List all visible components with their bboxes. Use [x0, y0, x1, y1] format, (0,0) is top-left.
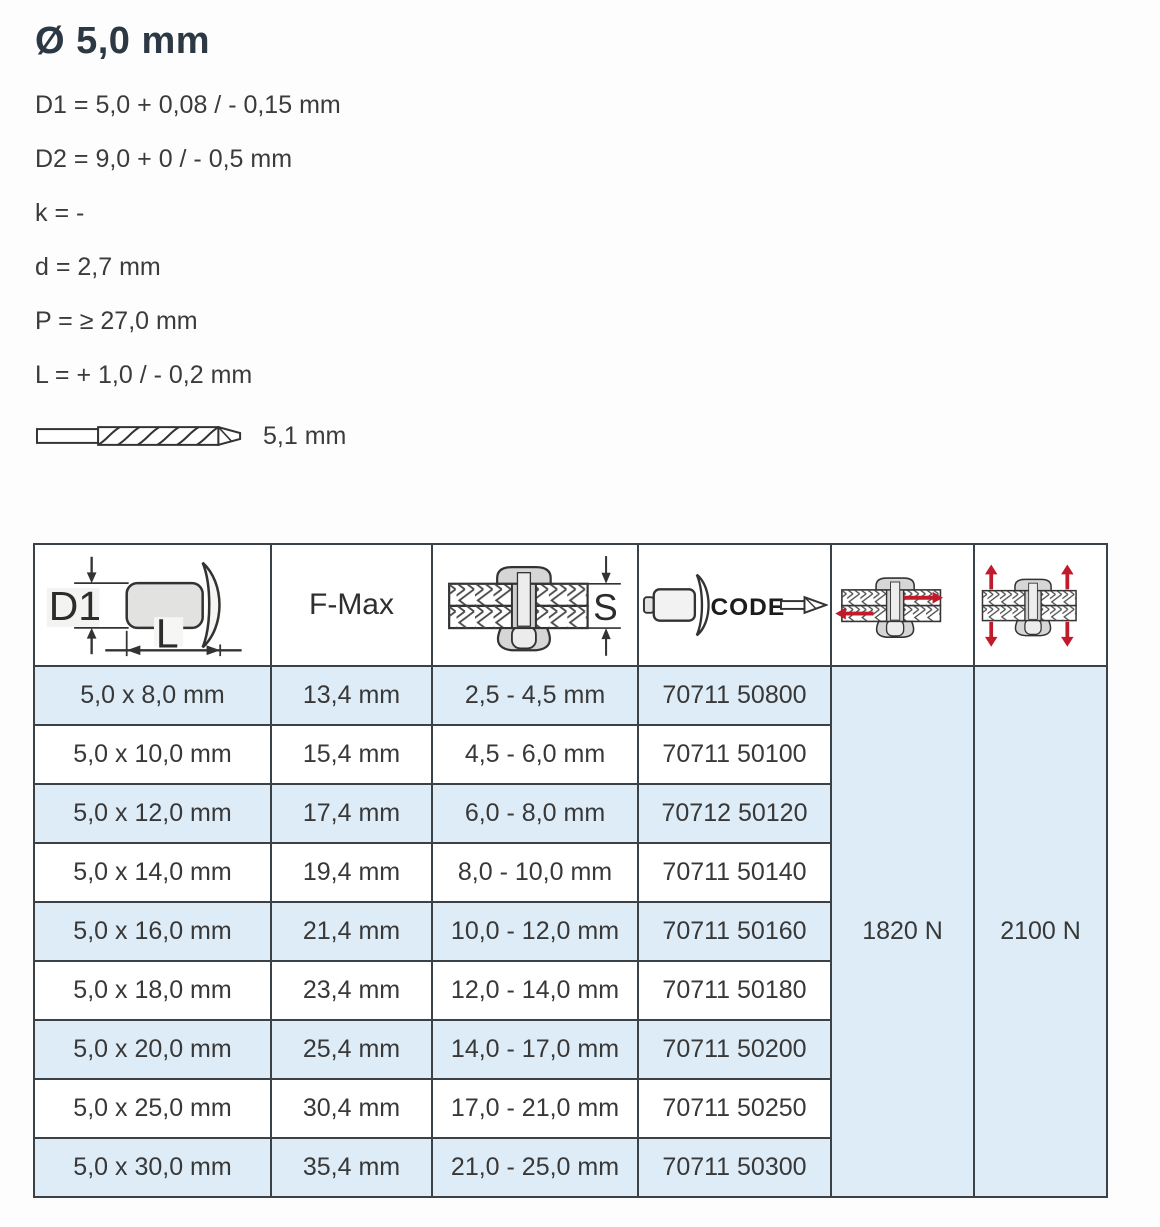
grip-cell: 14,0 - 17,0 mm	[431, 1019, 639, 1080]
fmax-cell: 13,4 mm	[270, 665, 433, 726]
table-row: 5,0 x 14,0 mm 19,4 mm 8,0 - 10,0 mm 7071…	[33, 842, 1107, 903]
grip-cell: 17,0 - 21,0 mm	[431, 1078, 639, 1139]
table-header-row: D1 L	[33, 543, 1108, 667]
tensile-strength-cell: 2100 N	[973, 665, 1108, 1198]
code-cell: 70711 50180	[637, 960, 832, 1021]
code-header-label: CODE	[710, 594, 785, 621]
table-row: 5,0 x 16,0 mm 21,4 mm 10,0 - 12,0 mm 707…	[33, 901, 1107, 962]
col-header-grip-range: S	[431, 543, 639, 667]
grip-cell: 10,0 - 12,0 mm	[431, 901, 639, 962]
table-row: 5,0 x 18,0 mm 23,4 mm 12,0 - 14,0 mm 707…	[33, 960, 1107, 1021]
size-cell: 5,0 x 16,0 mm	[33, 901, 272, 962]
spec-sheet: Ø 5,0 mm D1 = 5,0 + 0,08 / - 0,15 mm D2 …	[33, 20, 1160, 1198]
rivet-mandrel-diagram-icon: CODE	[642, 573, 828, 637]
rivet-spec-table: D1 L	[33, 543, 1108, 1198]
size-cell: 5,0 x 12,0 mm	[33, 783, 272, 844]
spec-line-d1: D1 = 5,0 + 0,08 / - 0,15 mm	[35, 91, 341, 119]
fmax-cell: 35,4 mm	[270, 1137, 433, 1198]
col-header-shear-strength	[830, 543, 975, 667]
size-cell: 5,0 x 10,0 mm	[33, 724, 272, 785]
size-cell: 5,0 x 25,0 mm	[33, 1078, 272, 1139]
fmax-cell: 23,4 mm	[270, 960, 433, 1021]
spec-line-d2: D2 = 9,0 + 0 / - 0,5 mm	[35, 145, 293, 173]
grip-cell: 6,0 - 8,0 mm	[431, 783, 639, 844]
code-cell: 70711 50300	[637, 1137, 832, 1198]
fmax-cell: 19,4 mm	[270, 842, 433, 903]
code-cell: 70711 50140	[637, 842, 832, 903]
size-cell: 5,0 x 20,0 mm	[33, 1019, 272, 1080]
grip-cell: 12,0 - 14,0 mm	[431, 960, 639, 1021]
size-cell: 5,0 x 30,0 mm	[33, 1137, 272, 1198]
code-cell: 70711 50250	[637, 1078, 832, 1139]
rivet-grip-range-diagram-icon: S	[448, 556, 621, 656]
fmax-header-label: F-Max	[309, 588, 394, 621]
rivet-shear-strength-diagram-icon	[834, 577, 943, 638]
l-dim-label: L	[155, 610, 178, 656]
drill-bit-icon	[35, 425, 242, 447]
col-header-tensile-strength	[973, 543, 1108, 667]
fmax-cell: 30,4 mm	[270, 1078, 433, 1139]
spec-line-k: k = -	[35, 199, 85, 227]
size-cell: 5,0 x 14,0 mm	[33, 842, 272, 903]
size-cell: 5,0 x 8,0 mm	[33, 665, 272, 726]
spec-line-l: L = + 1,0 / - 0,2 mm	[35, 361, 253, 389]
grip-cell: 4,5 - 6,0 mm	[431, 724, 639, 785]
d1-dim-label: D1	[48, 583, 100, 629]
grip-cell: 21,0 - 25,0 mm	[431, 1137, 639, 1198]
s-dim-label: S	[593, 587, 618, 628]
table-row: 5,0 x 8,0 mm 13,4 mm 2,5 - 4,5 mm 70711 …	[33, 665, 1108, 1198]
code-cell: 70711 50100	[637, 724, 832, 785]
fmax-cell: 15,4 mm	[270, 724, 433, 785]
code-cell: 70711 50200	[637, 1019, 832, 1080]
fmax-cell: 21,4 mm	[270, 901, 433, 962]
table-row: 5,0 x 30,0 mm 35,4 mm 21,0 - 25,0 mm 707…	[33, 1137, 1107, 1198]
fmax-cell: 25,4 mm	[270, 1019, 433, 1080]
fmax-cell: 17,4 mm	[270, 783, 433, 844]
size-cell: 5,0 x 18,0 mm	[33, 960, 272, 1021]
table-row: 5,0 x 12,0 mm 17,4 mm 6,0 - 8,0 mm 70712…	[33, 783, 1107, 844]
code-cell: 70711 50800	[637, 665, 832, 726]
table-row: 5,0 x 25,0 mm 30,4 mm 17,0 - 21,0 mm 707…	[33, 1078, 1107, 1139]
code-cell: 70712 50120	[637, 783, 832, 844]
col-header-fmax: F-Max	[270, 543, 433, 667]
code-cell: 70711 50160	[637, 901, 832, 962]
spec-line-p: P = ≥ 27,0 mm	[35, 307, 198, 335]
page-title: Ø 5,0 mm	[35, 20, 211, 62]
rivet-tensile-strength-diagram-icon	[981, 564, 1077, 647]
rivet-dimension-diagram-icon: D1 L	[46, 556, 242, 656]
grip-cell: 8,0 - 10,0 mm	[431, 842, 639, 903]
drill-size-label: 5,1 mm	[263, 421, 347, 450]
spec-line-d: d = 2,7 mm	[35, 253, 161, 281]
col-header-code: CODE	[637, 543, 832, 667]
grip-cell: 2,5 - 4,5 mm	[431, 665, 639, 726]
drill-size-row: 5,1 mm	[35, 417, 1160, 455]
col-header-dimensions: D1 L	[33, 543, 272, 667]
table-row: 5,0 x 20,0 mm 25,4 mm 14,0 - 17,0 mm 707…	[33, 1019, 1107, 1080]
shear-strength-cell: 1820 N	[830, 665, 975, 1198]
table-row: 5,0 x 10,0 mm 15,4 mm 4,5 - 6,0 mm 70711…	[33, 724, 1107, 785]
